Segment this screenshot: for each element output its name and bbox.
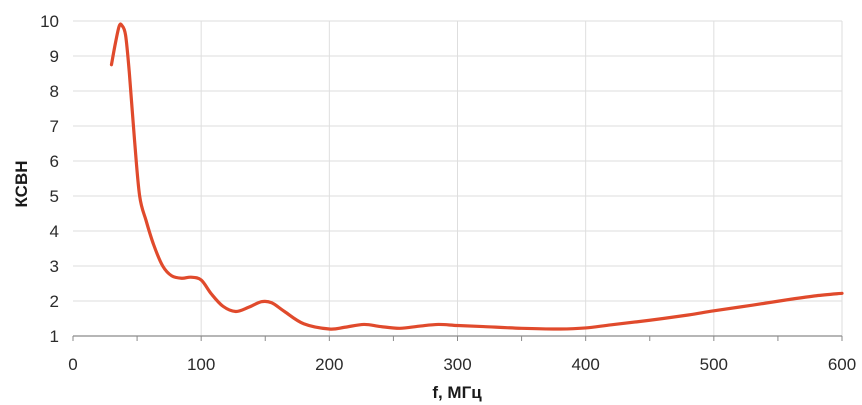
y-tick-label: 10 xyxy=(40,12,59,31)
y-tick-label: 9 xyxy=(50,47,59,66)
series-layer xyxy=(109,22,844,331)
series-line-0 xyxy=(109,22,844,331)
x-tick-label: 200 xyxy=(315,355,343,374)
x-tick-label: 500 xyxy=(700,355,728,374)
x-tick-label: 100 xyxy=(187,355,215,374)
y-axis-title: КСВН xyxy=(12,161,31,208)
y-tick-label: 6 xyxy=(50,152,59,171)
y-tick-label: 8 xyxy=(50,82,59,101)
y-tick-label: 3 xyxy=(50,257,59,276)
x-tick-label: 300 xyxy=(443,355,471,374)
x-tick-label: 400 xyxy=(571,355,599,374)
y-tick-label: 2 xyxy=(50,292,59,311)
x-axis-title: f, МГц xyxy=(432,383,482,402)
grid xyxy=(73,20,843,336)
x-tick-label: 0 xyxy=(68,355,77,374)
y-tick-label: 5 xyxy=(50,187,59,206)
y-tick-label: 4 xyxy=(50,222,59,241)
x-tick-label: 600 xyxy=(828,355,856,374)
y-tick-label: 1 xyxy=(50,327,59,346)
y-tick-label: 7 xyxy=(50,117,59,136)
axes xyxy=(72,335,843,341)
